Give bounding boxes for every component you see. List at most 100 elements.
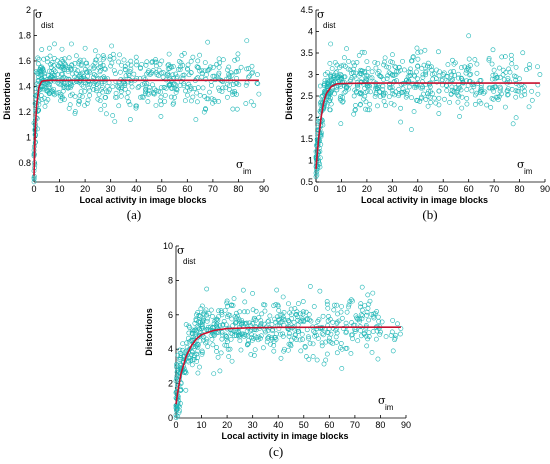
data-point	[371, 79, 377, 85]
data-point	[61, 82, 66, 88]
data-point	[455, 99, 461, 105]
data-point	[471, 84, 477, 90]
data-point	[445, 74, 451, 79]
data-point	[193, 317, 199, 323]
data-point	[391, 79, 397, 85]
data-point	[84, 69, 90, 75]
data-point	[455, 92, 461, 98]
data-point	[350, 298, 355, 304]
data-point	[170, 72, 176, 78]
data-point	[369, 69, 375, 75]
data-point	[156, 88, 161, 94]
data-point	[178, 356, 184, 362]
data-point	[54, 58, 60, 64]
data-point	[373, 65, 379, 71]
data-point	[111, 55, 117, 61]
data-point	[84, 60, 90, 66]
data-point	[346, 302, 352, 308]
data-point	[358, 301, 364, 307]
data-point	[299, 331, 305, 337]
data-point	[357, 71, 363, 77]
data-point	[70, 71, 75, 77]
data-point	[298, 311, 303, 317]
data-point	[340, 99, 346, 105]
data-point	[315, 318, 321, 324]
data-point	[36, 56, 42, 62]
data-point	[230, 303, 236, 308]
data-point	[452, 60, 458, 66]
data-point	[316, 150, 322, 155]
data-point	[311, 304, 317, 309]
x-tick-label: 30	[248, 420, 258, 430]
data-point	[35, 55, 41, 61]
data-point	[251, 352, 257, 358]
data-point	[522, 92, 528, 97]
data-point	[220, 332, 225, 338]
data-point	[359, 49, 365, 55]
data-point	[400, 58, 405, 64]
data-point	[127, 117, 133, 122]
data-point	[214, 316, 220, 322]
y-tick-label: 0.5	[300, 177, 313, 187]
data-point	[436, 102, 442, 108]
data-point	[180, 73, 186, 78]
data-point	[156, 72, 161, 78]
data-point	[392, 335, 398, 341]
data-point	[327, 61, 333, 66]
data-point	[267, 313, 273, 319]
data-point	[153, 57, 158, 62]
data-point	[227, 346, 233, 352]
data-point	[229, 316, 235, 322]
data-point	[420, 84, 426, 90]
panel-caption: (c)	[269, 444, 283, 459]
data-point	[295, 314, 301, 320]
data-point	[95, 53, 101, 59]
data-point	[198, 306, 204, 312]
data-point	[363, 73, 369, 78]
data-point	[133, 54, 139, 60]
data-point	[276, 308, 282, 313]
data-point	[472, 92, 478, 98]
data-point	[247, 73, 252, 79]
data-point	[97, 98, 103, 104]
data-point	[185, 335, 191, 341]
data-point	[464, 96, 470, 101]
y-tick-label: 1.2	[18, 107, 31, 117]
data-point	[436, 111, 442, 116]
data-point	[333, 327, 339, 333]
data-point	[108, 63, 114, 69]
data-point	[367, 298, 373, 304]
data-point	[329, 66, 335, 71]
data-point	[238, 64, 244, 70]
data-point	[328, 339, 334, 345]
data-point	[249, 63, 255, 69]
data-point	[425, 60, 431, 66]
data-point	[466, 33, 472, 39]
data-point	[312, 330, 318, 336]
data-point	[174, 87, 180, 93]
data-point	[447, 100, 453, 105]
data-point	[66, 106, 72, 111]
data-point	[322, 78, 328, 84]
data-point	[99, 84, 105, 90]
data-point	[184, 340, 190, 346]
data-point	[67, 102, 73, 108]
data-point	[229, 89, 235, 95]
data-point	[268, 341, 273, 347]
data-point	[69, 41, 74, 47]
data-point	[216, 99, 221, 104]
y-axis-label: Distortions	[144, 308, 154, 356]
data-point	[287, 310, 293, 316]
data-point	[376, 69, 382, 74]
data-point	[85, 97, 91, 103]
data-point	[255, 81, 261, 87]
data-point	[210, 65, 216, 70]
data-point	[287, 331, 292, 337]
data-point	[333, 70, 339, 76]
data-point	[124, 94, 130, 100]
data-point	[275, 302, 281, 308]
data-point	[319, 325, 325, 331]
data-point	[421, 62, 427, 68]
data-point	[173, 86, 179, 92]
data-point	[102, 66, 108, 72]
